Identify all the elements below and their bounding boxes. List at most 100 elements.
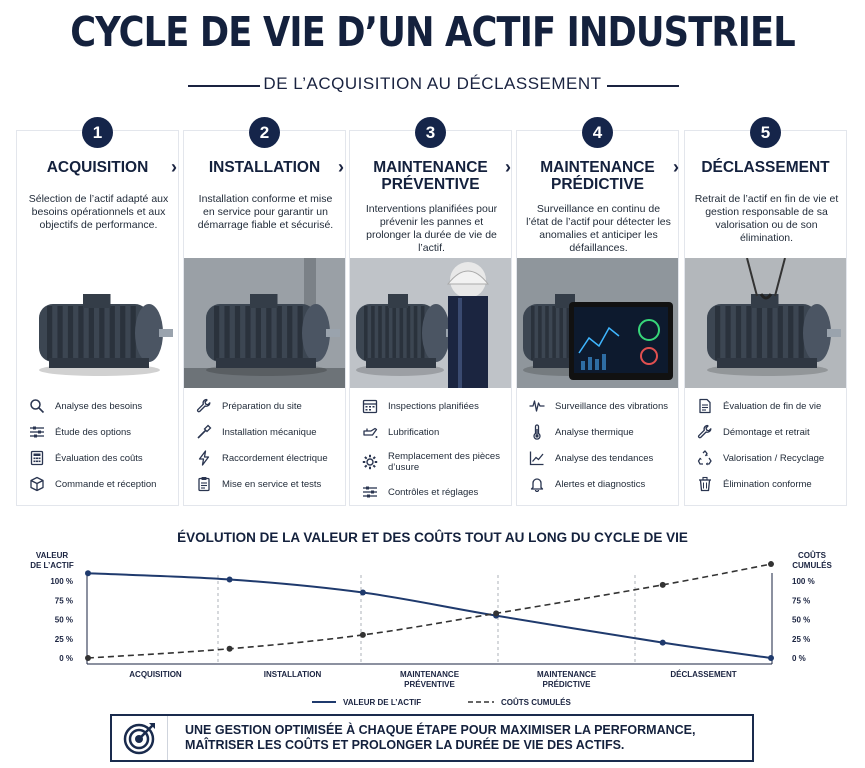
series-2-point — [226, 645, 233, 652]
step-task-label: Lubrification — [388, 426, 440, 438]
step-task-item: Évaluation des coûts — [17, 445, 178, 471]
x-category-label: ACQUISITION — [129, 670, 182, 679]
step-task-label: Alertes et diagnostics — [555, 478, 646, 490]
page-subtitle: DE L’ACQUISITION AU DÉCLASSEMENT — [263, 74, 602, 93]
step-task-label: Élimination conforme — [723, 478, 812, 490]
series-1-point — [85, 570, 91, 577]
subtitle-divider-left — [188, 85, 260, 87]
step-task-item: Valorisation / Recyclage — [685, 445, 846, 471]
step-task-item: Analyse thermique — [517, 419, 678, 445]
document-icon — [697, 398, 713, 414]
step-task-label: Raccordement électrique — [222, 452, 328, 464]
step-illustration — [184, 258, 345, 388]
y-tick-label-left: 0 % — [59, 654, 73, 663]
step-description: Installation conforme et mise en service… — [197, 193, 334, 231]
step-description: Retrait de l’actif en fin de vie et gest… — [694, 193, 839, 244]
x-category-label: PRÉDICTIVE — [542, 680, 591, 689]
trend-chart-icon — [529, 450, 545, 466]
step-task-label: Analyse des besoins — [55, 400, 143, 412]
step-number: 1 — [82, 117, 113, 148]
step-task-label: Contrôles et réglages — [388, 486, 479, 498]
step-task-label: Remplacement des pièces d’usure — [388, 451, 500, 473]
y-tick-label-left: 75 % — [55, 596, 73, 605]
step-task-label: Analyse des tendances — [555, 452, 654, 464]
subtitle-divider-right — [607, 85, 679, 87]
lifecycle-chart: 100 % 100 % 75 % 75 % 50 % 50 % 25 % 25 % 0 % 0 %… — [30, 551, 832, 707]
y-tick-label-right: 25 % — [792, 635, 810, 644]
step-task-label: Inspections planifiées — [388, 400, 479, 412]
legend-label-costs: COÛTS CUMULÉS — [501, 698, 571, 707]
step-card-5: 5 DÉCLASSEMENT Retrait de l’actif en fin d… — [684, 117, 847, 506]
wrench-icon — [697, 424, 713, 440]
step-card-4: 4 MAINTENANCE PRÉDICTIVE Surveillance en c… — [516, 117, 679, 506]
step-arrow-icon: › — [171, 157, 177, 177]
series-2-point — [85, 655, 91, 661]
calculator-icon — [29, 450, 45, 466]
lightning-icon — [196, 450, 212, 466]
step-number: 5 — [750, 117, 781, 148]
step-task-label: Étude des options — [55, 426, 132, 438]
trash-icon — [697, 476, 713, 492]
step-task-label: Commande et réception — [55, 478, 157, 490]
y-tick-label-right: 75 % — [792, 596, 810, 605]
y-tick-label-left: 50 % — [55, 616, 73, 625]
step-task-item: Remplacement des pièces d’usure — [350, 445, 511, 479]
step-task-item: Démontage et retrait — [685, 419, 846, 445]
step-illustration — [685, 257, 846, 388]
step-task-item: Raccordement électrique — [184, 445, 345, 471]
step-task-item: Installation mécanique — [184, 419, 345, 445]
step-number: 3 — [415, 117, 446, 148]
step-task-item: Mise en service et tests — [184, 471, 345, 497]
target-icon — [112, 716, 168, 760]
callout-text: UNE GESTION OPTIMISÉE À CHAQUE ÉTAPE POU… — [185, 723, 695, 753]
step-task-label: Mise en service et tests — [222, 478, 322, 490]
bell-icon — [529, 476, 545, 492]
pulse-icon — [529, 398, 545, 414]
step-illustration — [350, 258, 511, 388]
step-task-item: Évaluation de fin de vie — [685, 393, 846, 419]
step-description: Interventions planifiées pour prévenir l… — [365, 203, 498, 254]
step-task-label: Évaluation des coûts — [55, 452, 143, 464]
step-task-item: Alertes et diagnostics — [517, 471, 678, 497]
step-title: INSTALLATION — [208, 159, 321, 176]
chart-title: ÉVOLUTION DE LA VALEUR ET DES COÛTS TOUT… — [177, 530, 688, 545]
step-card-3: 3 MAINTENANCE PRÉVENTIVE Interventions pla… — [349, 117, 512, 506]
box-icon — [29, 476, 45, 492]
sliders-icon — [362, 484, 378, 500]
callout-line-2: MAÎTRISER LES COÛTS ET PROLONGER LA DURÉ… — [185, 738, 625, 752]
step-arrow-icon: › — [505, 157, 511, 177]
step-task-label: Valorisation / Recyclage — [723, 452, 825, 464]
series-1-point — [768, 655, 774, 661]
step-task-item: Lubrification — [350, 419, 511, 445]
conclusion-callout: UNE GESTION OPTIMISÉE À CHAQUE ÉTAPE POU… — [110, 714, 754, 762]
x-category-label: MAINTENANCE — [400, 670, 460, 679]
step-task-item: Préparation du site — [184, 393, 345, 419]
step-task-label: Installation mécanique — [222, 426, 317, 438]
calendar-icon — [362, 398, 378, 414]
x-category-label: DÉCLASSEMENT — [670, 670, 736, 679]
step-description: Sélection de l’actif adapté aux besoins … — [28, 193, 169, 231]
subtitle-row: DE L’ACQUISITION AU DÉCLASSEMENT — [0, 74, 865, 98]
series-1-point — [359, 589, 366, 596]
recycle-icon — [697, 450, 713, 466]
callout-line-1: UNE GESTION OPTIMISÉE À CHAQUE ÉTAPE POU… — [185, 723, 696, 737]
step-task-label: Démontage et retrait — [723, 426, 810, 438]
series-1-point — [226, 576, 233, 583]
step-description: Surveillance en continu de l’état de l’a… — [526, 203, 671, 254]
step-task-label: Surveillance des vibrations — [555, 400, 669, 412]
sliders-icon — [29, 424, 45, 440]
oil-can-icon — [362, 424, 378, 440]
y-tick-label-right: 50 % — [792, 616, 810, 625]
step-arrow-icon: › — [338, 157, 344, 177]
step-task-item: Analyse des tendances — [517, 445, 678, 471]
step-number: 2 — [249, 117, 280, 148]
series-2-point — [659, 581, 666, 588]
step-title: MAINTENANCE PRÉVENTIVE — [373, 159, 488, 193]
y-tick-label-right: 100 % — [792, 577, 815, 586]
step-task-label: Préparation du site — [222, 400, 302, 412]
step-illustration — [517, 258, 678, 388]
y-axis-title-right-line1: COÛTS — [798, 551, 827, 560]
step-illustration — [17, 258, 178, 388]
step-task-label: Analyse thermique — [555, 426, 634, 438]
step-task-item: Surveillance des vibrations — [517, 393, 678, 419]
